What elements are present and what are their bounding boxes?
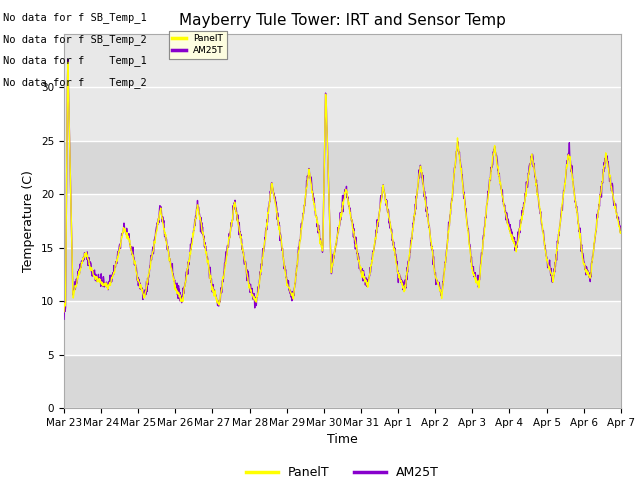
Text: No data for f    Temp_2: No data for f Temp_2 <box>3 77 147 88</box>
Title: Mayberry Tule Tower: IRT and Sensor Temp: Mayberry Tule Tower: IRT and Sensor Temp <box>179 13 506 28</box>
X-axis label: Time: Time <box>327 433 358 446</box>
Text: No data for f SB_Temp_2: No data for f SB_Temp_2 <box>3 34 147 45</box>
Bar <box>64 141 621 194</box>
Bar <box>64 301 621 355</box>
Bar <box>64 248 621 301</box>
Legend: PanelT, AM25T: PanelT, AM25T <box>169 31 227 59</box>
Text: No data for f    Temp_1: No data for f Temp_1 <box>3 55 147 66</box>
Bar <box>64 87 621 141</box>
Bar <box>64 355 621 408</box>
Y-axis label: Temperature (C): Temperature (C) <box>22 170 35 272</box>
Bar <box>64 194 621 248</box>
Text: No data for f SB_Temp_1: No data for f SB_Temp_1 <box>3 12 147 23</box>
